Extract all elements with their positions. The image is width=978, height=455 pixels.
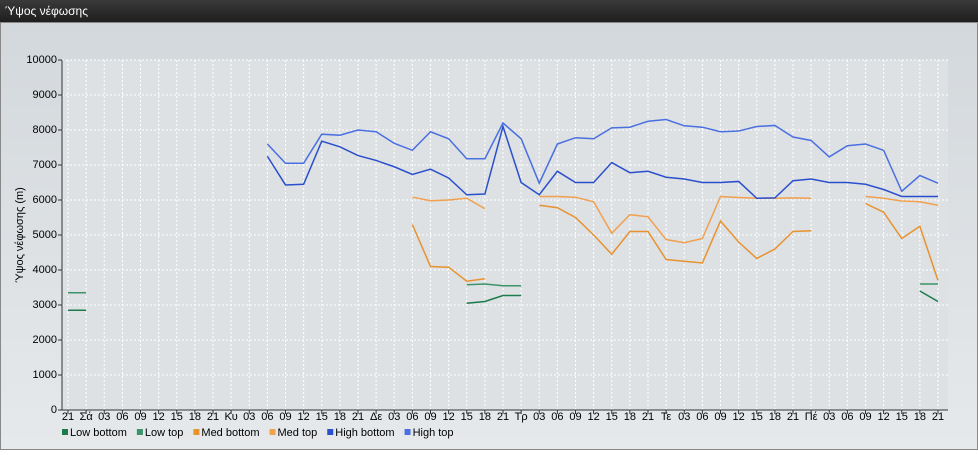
x-tick-label: 21 [497,411,509,423]
x-tick-label: 09 [569,411,581,423]
x-tick-label: 09 [134,411,146,423]
legend-label: Low top [145,427,184,439]
legend-label: High bottom [335,427,394,439]
x-tick-label: 18 [334,411,346,423]
x-tick-label: 21 [932,411,944,423]
y-tick-label: 7000 [33,159,57,171]
x-tick-label: Τε [661,411,672,423]
y-tick-label: 9000 [33,89,57,101]
x-tick-label: Πέ [805,411,818,423]
x-tick-label: 18 [769,411,781,423]
x-tick-label: 03 [678,411,690,423]
series-line [919,290,939,303]
x-tick-label: 06 [841,411,853,423]
window-title: Ύψος νέφωσης [0,0,978,22]
series-line [466,294,522,304]
x-tick-label: 03 [388,411,400,423]
x-tick-label: 03 [243,411,255,423]
x-tick-label: 18 [914,411,926,423]
x-tick-label: 15 [896,411,908,423]
x-tick-label: 21 [207,411,219,423]
x-tick-label: 12 [588,411,600,423]
x-tick-label: 12 [443,411,455,423]
series-line [411,224,485,282]
y-tick-label: 6000 [33,194,57,206]
y-tick-label: 8000 [33,124,57,136]
legend-swatch [404,429,411,435]
x-tick-label: 15 [606,411,618,423]
x-tick-label: 12 [733,411,745,423]
x-tick-label: Τρ [515,411,528,423]
x-tick-label: 15 [461,411,473,423]
x-tick-label: 15 [751,411,763,423]
series-line [539,204,812,264]
x-tick-label: 12 [153,411,165,423]
x-tick-label: 09 [859,411,871,423]
plot-area [62,60,948,410]
y-tick-label: 2000 [33,334,57,346]
x-tick-label: 06 [116,411,128,423]
legend-swatch [193,429,200,435]
legend-label: Med top [278,427,318,439]
x-tick-label: 18 [479,411,491,423]
x-tick-label: 18 [624,411,636,423]
x-tick-label: 06 [261,411,273,423]
x-tick-label: 03 [533,411,545,423]
y-axis-label: Ύψος νέφωσης (m) [14,187,26,283]
series-line [865,195,939,206]
x-tick-label: 09 [714,411,726,423]
legend-swatch [136,429,143,435]
y-tick-label: 10000 [26,54,57,66]
x-tick-label: 12 [298,411,310,423]
y-tick-label: 4000 [33,264,57,276]
x-tick-label: Σά [80,411,94,423]
x-tick-label: 06 [406,411,418,423]
legend-label: Low bottom [70,427,127,439]
x-tick-label: Κυ [224,411,237,423]
series-line [865,202,939,281]
y-tick-label: 3000 [33,299,57,311]
legend-swatch [327,429,334,435]
x-tick-label: 09 [424,411,436,423]
y-tick-label: 0 [51,404,57,416]
x-tick-label: 15 [171,411,183,423]
x-tick-label: 03 [98,411,110,423]
legend-label: Med bottom [201,427,259,439]
series-line [266,123,938,200]
x-tick-label: 15 [316,411,328,423]
y-tick-label: 5000 [33,229,57,241]
x-tick-label: 06 [551,411,563,423]
series-line [266,118,939,193]
legend-swatch [269,429,276,435]
chart: Ύψος νέφωσης (m) 0 1000 2000 3000 4000 5000 60… [0,22,978,450]
x-tick-label: 21 [352,411,364,423]
x-tick-label: Δε [370,411,382,423]
y-tick-label: 1000 [33,369,57,381]
legend-swatch [62,429,68,435]
x-tick-label: 06 [696,411,708,423]
x-tick-label: 18 [189,411,201,423]
series-line [412,196,486,210]
x-tick-label: 09 [279,411,291,423]
x-tick-label: 12 [878,411,890,423]
x-tick-label: 21 [787,411,799,423]
series-line [466,283,522,287]
legend-label: High top [413,427,454,439]
x-tick-label: 21 [642,411,654,423]
x-tick-label: 21 [62,411,74,423]
x-tick-label: 03 [823,411,835,423]
